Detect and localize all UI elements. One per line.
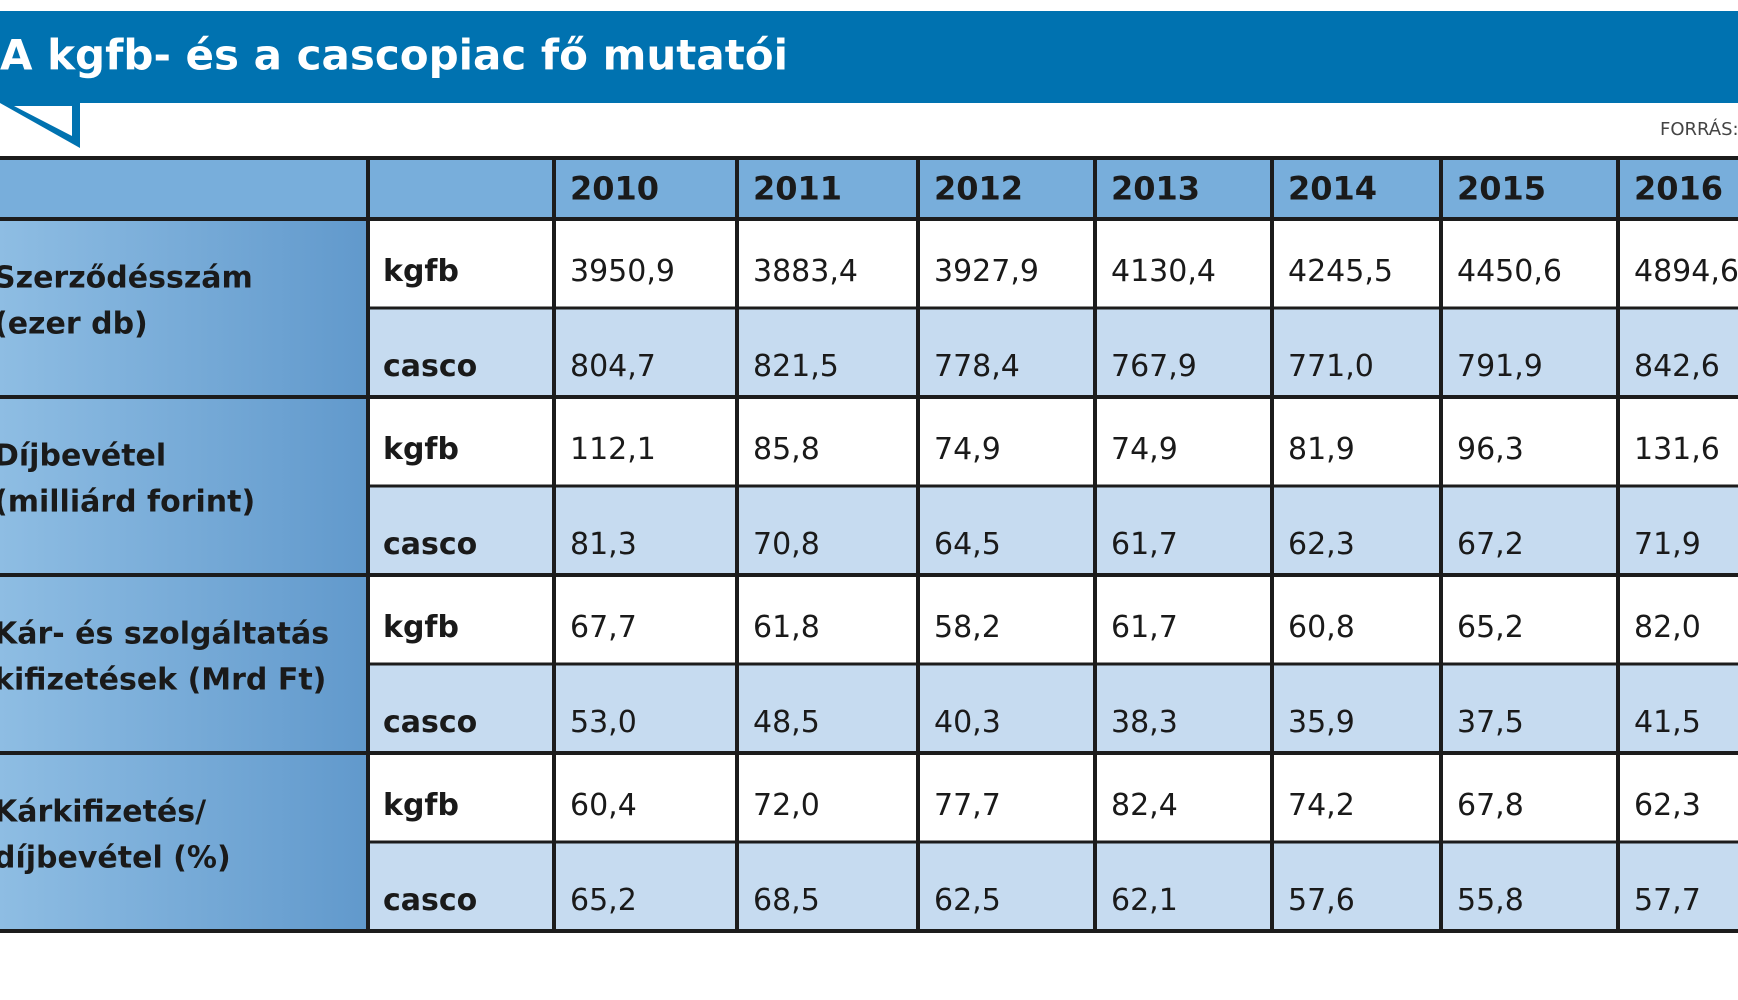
cell-value: 67,8 (1457, 788, 1524, 823)
cell-value: 53,0 (570, 705, 637, 740)
cell-value: 82,4 (1111, 788, 1178, 823)
cell-value: 778,4 (934, 349, 1020, 384)
cell-value: 61,7 (1111, 610, 1178, 645)
row-name: kgfb (383, 788, 459, 823)
source: FORRÁS: (1660, 118, 1738, 140)
cell-value: 57,7 (1634, 883, 1701, 918)
cell-value: 40,3 (934, 705, 1001, 740)
cell-value: 74,9 (1111, 432, 1178, 467)
cell-value: 55,8 (1457, 883, 1524, 918)
cell-value: 4245,5 (1288, 254, 1393, 289)
cell-value: 41,5 (1634, 705, 1701, 740)
cell-value: 65,2 (1457, 610, 1524, 645)
cell-value: 77,7 (934, 788, 1001, 823)
cell-value: 82,0 (1634, 610, 1701, 645)
cell-value: 35,9 (1288, 705, 1355, 740)
cell-value: 64,5 (934, 527, 1001, 562)
row-bg (368, 397, 1738, 486)
cell-value: 61,7 (1111, 527, 1178, 562)
title-tail-inner (14, 106, 72, 136)
cell-value: 804,7 (570, 349, 656, 384)
cell-value: 85,8 (753, 432, 820, 467)
cell-value: 821,5 (753, 349, 839, 384)
cell-value: 71,9 (1634, 527, 1701, 562)
group-label-cell (0, 219, 368, 397)
cell-value: 60,8 (1288, 610, 1355, 645)
row-bg (368, 753, 1738, 842)
group-label-cell (0, 397, 368, 575)
row-bg (368, 575, 1738, 664)
table: 2010 2011 2012 2013 2014 2015 2016 Szerződésszá… (0, 156, 1738, 933)
cell-value: 65,2 (570, 883, 637, 918)
year-header: 2014 (1288, 170, 1377, 208)
group-label: kifizetések (Mrd Ft) (0, 663, 326, 698)
cell-value: 38,3 (1111, 705, 1178, 740)
cell-value: 4450,6 (1457, 254, 1562, 289)
row-name: casco (383, 705, 477, 740)
cell-value: 771,0 (1288, 349, 1374, 384)
cell-value: 67,2 (1457, 527, 1524, 562)
year-header: 2016 (1634, 170, 1723, 208)
year-header: 2013 (1111, 170, 1200, 208)
row-bg (368, 842, 1738, 931)
cell-value: 3883,4 (753, 254, 858, 289)
cell-value: 112,1 (570, 432, 656, 467)
cell-value: 3950,9 (570, 254, 675, 289)
cell-value: 62,3 (1634, 788, 1701, 823)
cell-value: 4894,6 (1634, 254, 1738, 289)
cell-value: 81,3 (570, 527, 637, 562)
cell-value: 74,2 (1288, 788, 1355, 823)
cell-value: 3927,9 (934, 254, 1039, 289)
group-label: díjbevétel (%) (0, 841, 231, 876)
year-header: 2015 (1457, 170, 1546, 208)
cell-value: 37,5 (1457, 705, 1524, 740)
cell-value: 791,9 (1457, 349, 1543, 384)
group-label: (milliárd forint) (0, 485, 255, 520)
group-label: Szerződésszám (0, 261, 253, 296)
cell-value: 62,5 (934, 883, 1001, 918)
title: A kgfb- és a cascopiac fő mutatói (0, 31, 788, 80)
cell-value: 131,6 (1634, 432, 1720, 467)
row-name: kgfb (383, 254, 459, 289)
row-name: casco (383, 349, 477, 384)
row-name: kgfb (383, 432, 459, 467)
group-label-cell (0, 575, 368, 753)
cell-value: 767,9 (1111, 349, 1197, 384)
row-bg (368, 219, 1738, 308)
group-label: (ezer db) (0, 307, 148, 342)
group-label: Kárkifizetés/ (0, 795, 206, 830)
cell-value: 48,5 (753, 705, 820, 740)
cell-value: 4130,4 (1111, 254, 1216, 289)
cell-value: 58,2 (934, 610, 1001, 645)
cell-value: 62,1 (1111, 883, 1178, 918)
header-row (0, 158, 1738, 219)
group-label: Díjbevétel (0, 439, 166, 474)
group-label-cell (0, 753, 368, 931)
cell-value: 81,9 (1288, 432, 1355, 467)
year-header: 2010 (570, 170, 659, 208)
row-bg (368, 308, 1738, 397)
cell-value: 62,3 (1288, 527, 1355, 562)
row-bg (368, 664, 1738, 753)
cell-value: 61,8 (753, 610, 820, 645)
cell-value: 842,6 (1634, 349, 1720, 384)
year-header: 2012 (934, 170, 1023, 208)
cell-value: 67,7 (570, 610, 637, 645)
row-name: casco (383, 883, 477, 918)
cell-value: 68,5 (753, 883, 820, 918)
group-label: Kár- és szolgáltatás (0, 617, 329, 652)
year-header: 2011 (753, 170, 842, 208)
row-name: kgfb (383, 610, 459, 645)
title-bar (0, 11, 1738, 103)
cell-value: 74,9 (934, 432, 1001, 467)
cell-value: 57,6 (1288, 883, 1355, 918)
row-name: casco (383, 527, 477, 562)
cell-value: 72,0 (753, 788, 820, 823)
row-bg (368, 486, 1738, 575)
cell-value: 96,3 (1457, 432, 1524, 467)
cell-value: 60,4 (570, 788, 637, 823)
cell-value: 70,8 (753, 527, 820, 562)
